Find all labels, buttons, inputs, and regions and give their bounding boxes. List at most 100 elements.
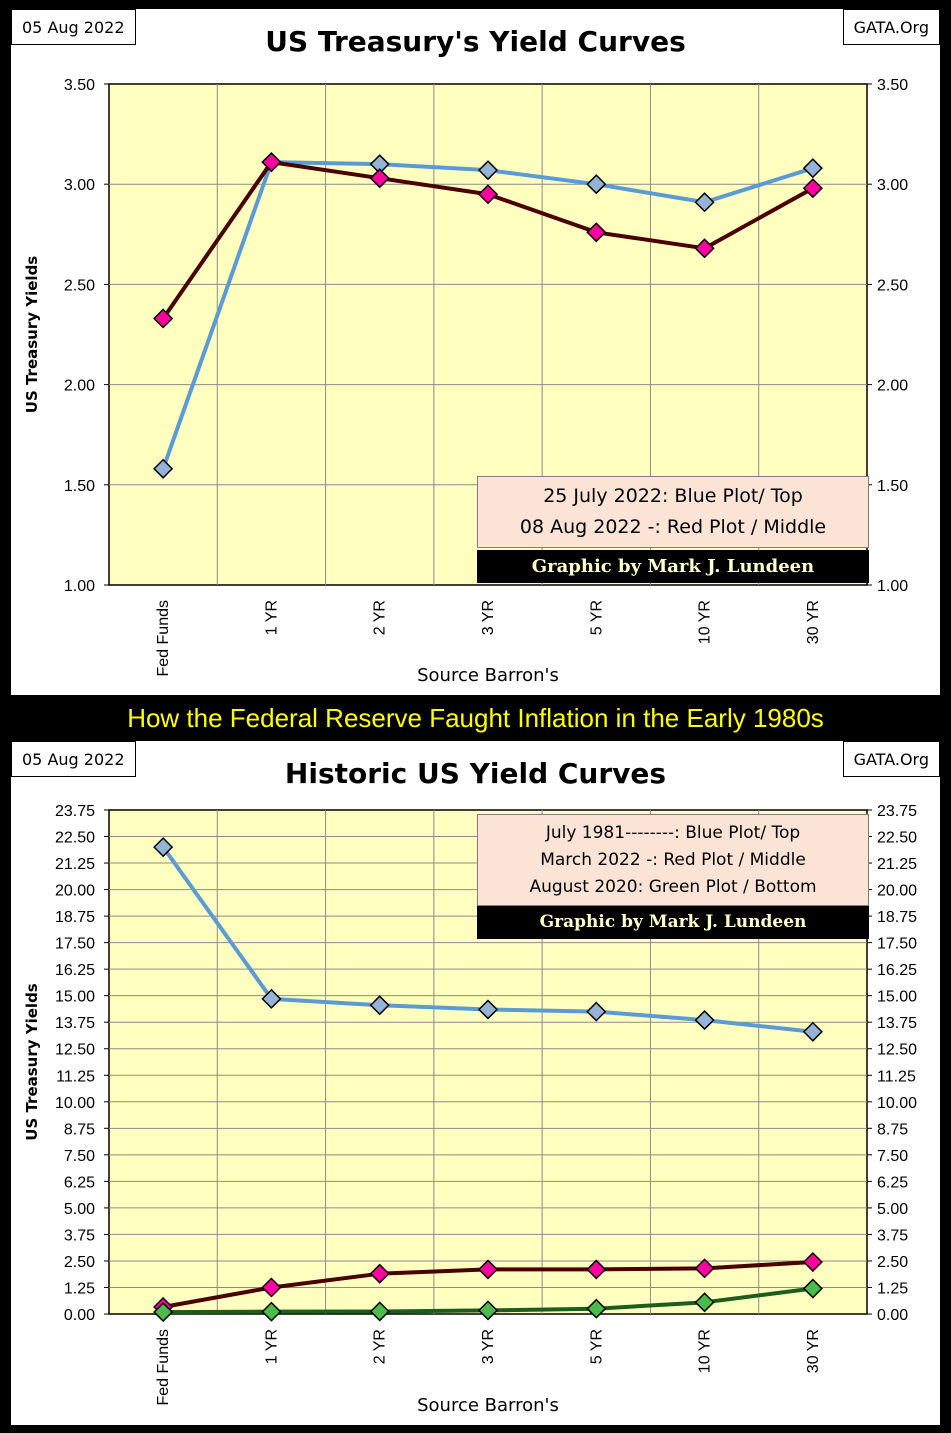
data-point bbox=[694, 1292, 715, 1313]
y-axis-label: US Treasury Yields bbox=[23, 983, 41, 1141]
y-tick-label-left: 22.50 bbox=[55, 830, 95, 847]
site-label: GATA.Org bbox=[842, 9, 940, 45]
y-tick-label-right: 15.00 bbox=[877, 989, 917, 1006]
x-tick-label: 2 YR bbox=[372, 600, 389, 635]
site-label: GATA.Org bbox=[842, 741, 940, 777]
y-tick-label-left: 1.50 bbox=[64, 478, 95, 495]
data-point bbox=[586, 1001, 607, 1022]
y-tick-label-right: 1.00 bbox=[877, 578, 908, 595]
banner: How the Federal Reserve Faught Inflation… bbox=[127, 703, 824, 733]
x-axis-label: Source Barron's bbox=[417, 1395, 559, 1416]
y-tick-label-left: 7.50 bbox=[64, 1148, 95, 1165]
x-tick-label: 10 YR bbox=[697, 1329, 714, 1373]
legend-line: March 2022 -: Red Plot / Middle bbox=[540, 850, 806, 870]
y-tick-label-left: 2.50 bbox=[64, 1254, 95, 1271]
legend-box: July 1981--------: Blue Plot/ Top March … bbox=[477, 814, 869, 906]
data-point bbox=[153, 308, 174, 329]
y-tick-label-right: 1.50 bbox=[877, 478, 908, 495]
y-tick-label-left: 3.50 bbox=[64, 77, 95, 94]
y-tick-label-left: 8.75 bbox=[64, 1121, 95, 1138]
chart-title: Historic US Yield Curves bbox=[284, 757, 667, 790]
x-tick-label: 1 YR bbox=[263, 600, 280, 635]
y-tick-label-right: 3.50 bbox=[877, 77, 908, 94]
data-point bbox=[153, 1302, 174, 1323]
y-tick-label-left: 10.00 bbox=[55, 1095, 95, 1112]
y-tick-label-left: 17.50 bbox=[55, 936, 95, 953]
y-tick-label-left: 0.00 bbox=[64, 1307, 95, 1324]
data-point bbox=[153, 837, 174, 858]
y-tick-label-right: 1.25 bbox=[877, 1280, 908, 1297]
data-point bbox=[261, 152, 282, 173]
date-label: 05 Aug 2022 bbox=[11, 741, 136, 777]
y-tick-label-right: 11.25 bbox=[877, 1068, 916, 1085]
data-point bbox=[802, 178, 823, 199]
y-tick-label-left: 6.25 bbox=[64, 1174, 95, 1191]
data-point bbox=[477, 999, 499, 1020]
x-tick-label: Fed Funds bbox=[155, 600, 172, 676]
data-point bbox=[586, 1298, 607, 1319]
data-point bbox=[369, 1263, 390, 1284]
x-tick-label: 30 YR bbox=[805, 600, 822, 644]
y-tick-label-left: 3.75 bbox=[64, 1227, 95, 1244]
y-tick-label-right: 10.00 bbox=[877, 1095, 917, 1112]
data-point bbox=[586, 222, 607, 243]
y-tick-label-right: 18.75 bbox=[877, 909, 917, 926]
x-tick-label: 3 YR bbox=[480, 1329, 497, 1364]
data-point bbox=[802, 1021, 823, 1042]
x-axis-label: Source Barron's bbox=[417, 665, 559, 686]
data-point bbox=[586, 174, 607, 195]
y-tick-label-right: 7.50 bbox=[877, 1148, 908, 1165]
y-tick-label-right: 3.00 bbox=[877, 177, 908, 194]
y-tick-label-left: 5.00 bbox=[64, 1201, 95, 1218]
legend-box: 25 July 2022: Blue Plot/ Top 08 Aug 2022… bbox=[477, 476, 869, 548]
data-point bbox=[369, 995, 390, 1016]
data-point bbox=[477, 184, 499, 205]
x-tick-label: 10 YR bbox=[697, 600, 714, 644]
data-point bbox=[477, 1259, 499, 1280]
y-tick-label-right: 21.25 bbox=[877, 856, 917, 873]
x-tick-label: 1 YR bbox=[263, 1329, 280, 1364]
y-tick-label-left: 12.50 bbox=[55, 1042, 95, 1059]
data-point bbox=[694, 238, 715, 259]
y-tick-label-left: 1.25 bbox=[64, 1280, 95, 1297]
y-tick-label-left: 2.00 bbox=[64, 378, 95, 395]
y-tick-label-right: 6.25 bbox=[877, 1174, 908, 1191]
legend-line: 08 Aug 2022 -: Red Plot / Middle bbox=[519, 516, 827, 538]
data-point bbox=[694, 1010, 715, 1031]
x-tick-label: 5 YR bbox=[588, 600, 605, 635]
chart-panel-1: 05 Aug 2022 GATA.Org US Treasury's Yield… bbox=[11, 9, 940, 695]
date-label: 05 Aug 2022 bbox=[11, 9, 136, 45]
x-tick-label: 2 YR bbox=[372, 1329, 389, 1364]
x-tick-label: Fed Funds bbox=[155, 1329, 172, 1405]
y-tick-label-right: 5.00 bbox=[877, 1201, 908, 1218]
data-point bbox=[802, 1251, 823, 1273]
data-point bbox=[369, 168, 390, 189]
data-point bbox=[802, 1278, 823, 1299]
y-axis-label: US Treasury Yields bbox=[23, 256, 41, 414]
data-point bbox=[694, 192, 715, 213]
y-tick-label-left: 23.75 bbox=[55, 803, 95, 820]
legend-credit: Graphic by Mark J. Lundeen bbox=[477, 550, 869, 583]
data-point bbox=[586, 1259, 607, 1280]
y-tick-label-right: 13.75 bbox=[877, 1015, 917, 1032]
y-tick-label-right: 20.00 bbox=[877, 883, 917, 900]
data-point bbox=[153, 458, 174, 479]
data-point bbox=[477, 1300, 499, 1321]
data-point bbox=[369, 1301, 390, 1322]
y-tick-label-left: 21.25 bbox=[55, 856, 95, 873]
y-tick-label-right: 16.25 bbox=[877, 962, 917, 979]
y-tick-label-right: 2.50 bbox=[877, 1254, 908, 1271]
y-tick-label-right: 2.50 bbox=[877, 277, 908, 294]
legend-line: August 2020: Green Plot / Bottom bbox=[529, 877, 817, 897]
y-tick-label-right: 17.50 bbox=[877, 936, 917, 953]
x-tick-label: 5 YR bbox=[588, 1329, 605, 1364]
y-tick-label-left: 13.75 bbox=[55, 1015, 95, 1032]
y-tick-label-left: 15.00 bbox=[55, 989, 95, 1006]
data-point bbox=[261, 1301, 282, 1322]
x-tick-label: 30 YR bbox=[805, 1329, 822, 1373]
chart-svg-1: 1.00 1.00 1.50 1.50 2.00 2.00 2.50 2.50 3.00 3.00… bbox=[23, 77, 908, 686]
chart-title: US Treasury's Yield Curves bbox=[265, 25, 686, 58]
y-tick-label-left: 11.25 bbox=[56, 1068, 95, 1085]
legend-line: July 1981--------: Blue Plot/ Top bbox=[545, 823, 801, 843]
data-point bbox=[477, 160, 499, 181]
